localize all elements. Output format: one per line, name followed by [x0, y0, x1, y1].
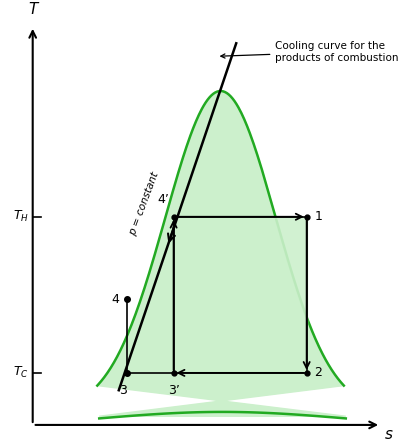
Text: 1: 1 [315, 210, 323, 223]
Text: Cooling curve for the
products of combustion: Cooling curve for the products of combus… [221, 41, 399, 63]
Text: 3’: 3’ [168, 384, 179, 397]
Text: 4’: 4’ [158, 193, 170, 206]
Text: 3: 3 [119, 384, 127, 397]
Text: 2: 2 [315, 366, 323, 379]
Polygon shape [97, 91, 346, 416]
Text: T: T [28, 2, 37, 17]
Text: $T_H$: $T_H$ [13, 209, 29, 224]
Text: s: s [385, 427, 393, 442]
Polygon shape [173, 217, 307, 373]
Text: p = constant: p = constant [128, 171, 161, 237]
Text: $T_C$: $T_C$ [13, 365, 29, 380]
Text: 4: 4 [111, 293, 119, 306]
